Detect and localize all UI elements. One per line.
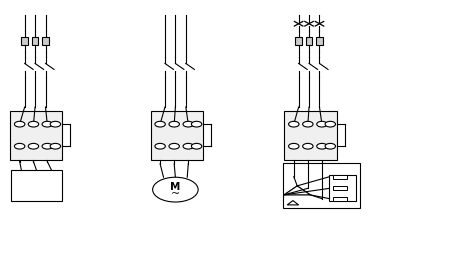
- Circle shape: [155, 143, 165, 149]
- Circle shape: [14, 143, 25, 149]
- Bar: [32, 37, 38, 45]
- Text: ~: ~: [171, 189, 180, 198]
- Circle shape: [183, 143, 193, 149]
- Bar: [295, 37, 302, 45]
- Circle shape: [28, 121, 39, 127]
- Circle shape: [325, 121, 336, 127]
- Bar: [151, 111, 203, 160]
- Circle shape: [325, 143, 336, 149]
- Circle shape: [302, 121, 313, 127]
- Text: M: M: [170, 182, 181, 192]
- Polygon shape: [287, 200, 299, 205]
- Bar: [329, 175, 356, 201]
- Circle shape: [169, 121, 179, 127]
- Circle shape: [50, 121, 61, 127]
- Circle shape: [50, 143, 61, 149]
- Circle shape: [191, 121, 202, 127]
- Circle shape: [302, 143, 313, 149]
- Bar: [42, 37, 49, 45]
- Bar: [10, 111, 62, 160]
- Polygon shape: [284, 186, 310, 195]
- Circle shape: [42, 121, 53, 127]
- Bar: [306, 37, 312, 45]
- Circle shape: [191, 143, 202, 149]
- Bar: [333, 175, 347, 179]
- Circle shape: [153, 177, 198, 202]
- Circle shape: [14, 121, 25, 127]
- Bar: [11, 170, 62, 201]
- Bar: [284, 111, 337, 160]
- Circle shape: [183, 121, 193, 127]
- Circle shape: [317, 143, 327, 149]
- Bar: [333, 197, 347, 201]
- Bar: [316, 37, 323, 45]
- Bar: [333, 186, 347, 190]
- Circle shape: [289, 143, 299, 149]
- Circle shape: [28, 143, 39, 149]
- Circle shape: [289, 121, 299, 127]
- Bar: [283, 163, 360, 208]
- Circle shape: [169, 143, 179, 149]
- Circle shape: [42, 143, 53, 149]
- Circle shape: [317, 121, 327, 127]
- Circle shape: [155, 121, 165, 127]
- Bar: [21, 37, 28, 45]
